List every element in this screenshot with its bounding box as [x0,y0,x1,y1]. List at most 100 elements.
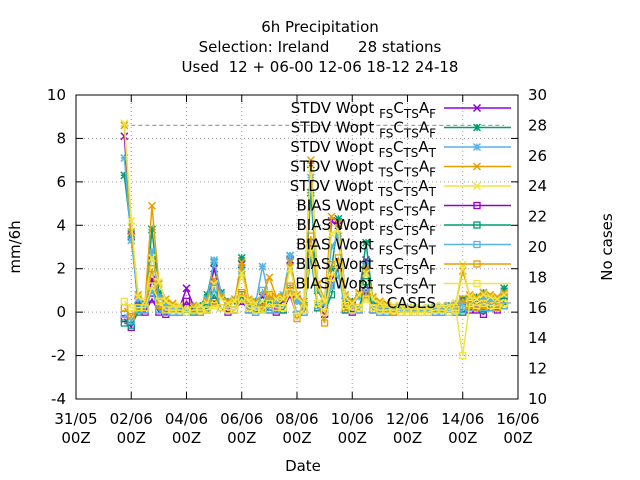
data-point [189,306,198,314]
data-point [334,260,343,269]
data-point [445,308,453,316]
legend-label: STDV Wopt FSCTSAF [291,99,436,121]
legend-entry: STDV Wopt FSCTSAF [291,119,511,141]
data-point [141,304,149,312]
x-tick-label-hour: 00Z [282,429,311,447]
data-point [396,301,405,310]
data-point [147,253,156,262]
data-point [452,306,460,314]
legend-entry: BIAS Wopt TSCTSAF [296,255,511,277]
series-line [123,246,505,356]
data-point [389,301,398,310]
y2-tick-label: 18 [528,268,547,286]
data-point [286,258,295,267]
data-point [155,306,163,314]
data-point [472,162,482,171]
data-point [168,301,177,310]
x-tick-label: 08/06 [275,410,318,428]
data-point [382,301,391,310]
data-point [472,103,482,113]
data-point [355,304,363,312]
data-point [486,292,495,301]
data-point [327,273,336,282]
y-tick-label: -4 [51,390,66,408]
legend-label: BIAS Wopt FSCTSAT [296,236,437,258]
legend-label: BIAS Wopt TSCTSAT [295,275,436,297]
data-point [376,306,384,314]
data-point [362,278,370,286]
data-point [279,304,287,312]
series-line [123,123,505,309]
y2-tick-label: 12 [528,360,547,378]
data-point [383,306,391,314]
data-point [203,306,211,314]
title-line: 6h Precipitation [261,18,379,36]
data-point [320,308,329,316]
data-point [127,321,135,329]
data-point [472,181,482,191]
data-point [210,284,218,292]
data-point [147,247,156,256]
data-point [472,301,481,310]
data-point [410,303,419,312]
y-tick-label: 10 [47,86,66,104]
data-point [473,279,481,288]
data-point [245,304,253,312]
data-point [292,292,302,301]
y2-tick-label: 24 [528,177,547,195]
data-point [258,286,267,295]
data-point [424,308,432,316]
data-point [459,351,467,360]
data-point [162,306,170,314]
data-point [396,308,405,316]
y-tick-label: 6 [56,173,66,191]
data-point [293,312,301,321]
data-point [286,251,295,260]
axes: -4-20246810101214161820222426283031/0500… [6,86,616,475]
x-tick-label: 12/06 [386,410,429,428]
data-point [210,301,218,310]
legend-entry: BIAS Wopt FSCTSAT [296,236,511,258]
data-point [120,119,129,128]
data-point [362,269,371,278]
x-tick-label: 16/06 [496,410,539,428]
y2-tick-label: 30 [528,86,547,104]
x-tick-label-hour: 00Z [338,429,367,447]
data-point [314,299,322,308]
data-point [286,288,294,297]
data-point [148,265,156,273]
data-point [417,308,425,316]
data-point [223,297,232,306]
data-point [272,295,281,304]
data-point [120,297,128,305]
data-point [431,306,439,314]
data-point [500,288,509,297]
data-point [265,273,274,282]
data-point [306,164,315,173]
y2-tick-label: 16 [528,299,547,317]
data-point [182,284,191,293]
data-point [258,262,267,271]
data-point [493,295,502,304]
y2-tick-label: 10 [528,390,547,408]
x-tick-label-hour: 00Z [61,429,90,447]
y-tick-label: -2 [51,347,66,365]
data-point [390,306,398,314]
data-point [182,308,191,316]
legend-entry: STDV Wopt TSCTSAF [290,158,511,180]
legend-label: STDV Wopt TSCTSAF [290,158,436,180]
data-point [127,312,135,321]
series-group [120,119,509,360]
data-point [265,288,274,297]
data-point [231,306,239,314]
data-point [237,258,246,267]
data-point [362,238,371,247]
data-point [307,243,315,251]
data-point [217,304,225,312]
x-tick-label-hour: 00Z [172,429,201,447]
data-point [473,240,481,249]
data-point [272,304,280,312]
data-point [127,304,135,312]
data-point [472,123,482,132]
legend-label: BIAS Wopt FSCTSAF [297,197,437,219]
